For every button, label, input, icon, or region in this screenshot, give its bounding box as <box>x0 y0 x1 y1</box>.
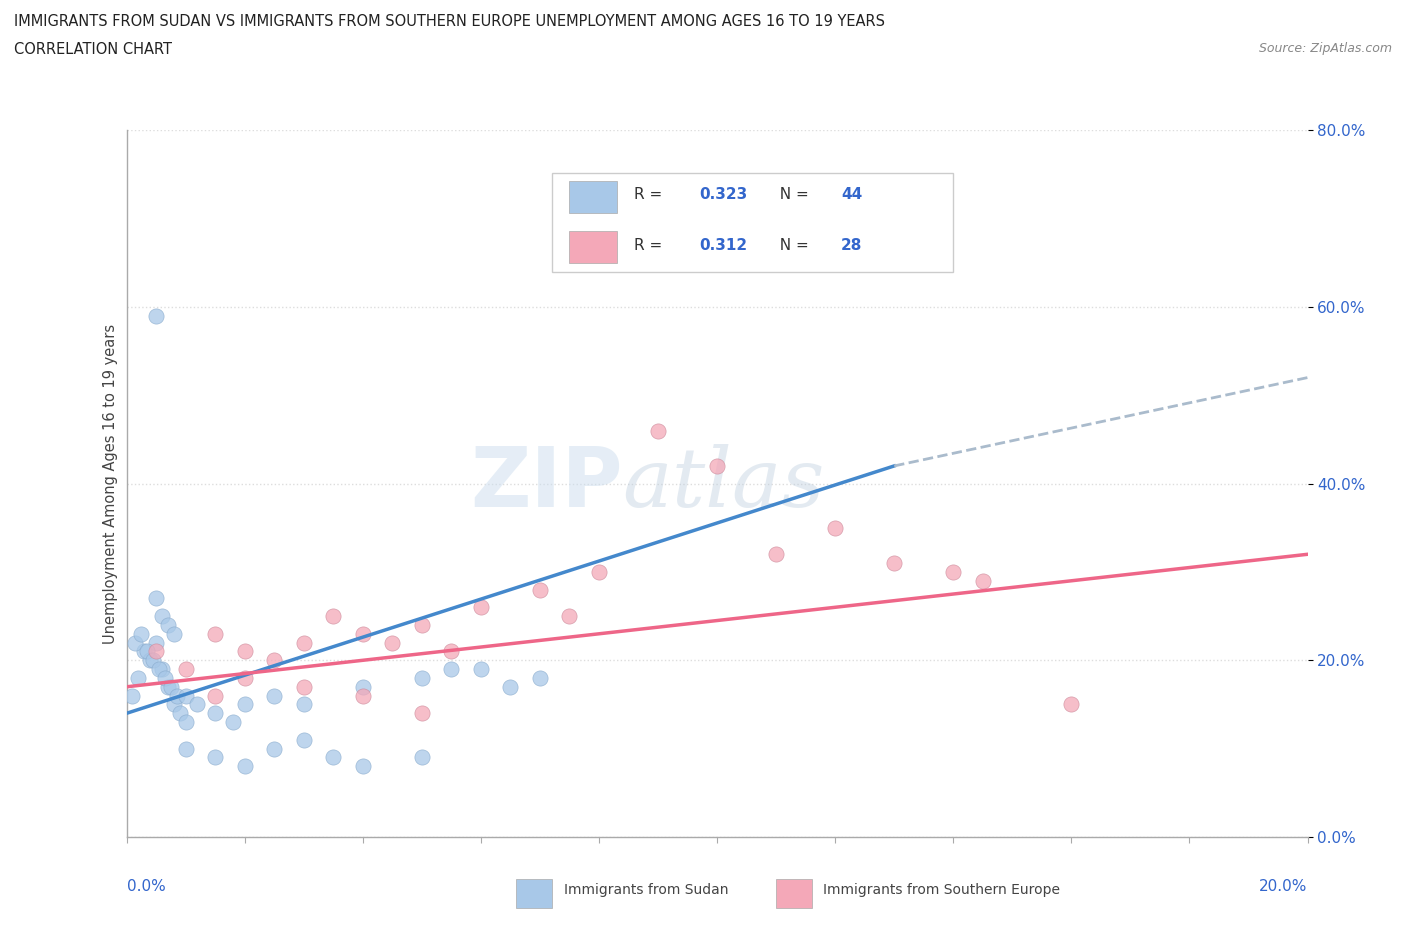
Point <box>174 714 197 729</box>
Point <box>204 750 226 764</box>
Y-axis label: Unemployment Among Ages 16 to 19 years: Unemployment Among Ages 16 to 19 years <box>103 324 118 644</box>
Point <box>233 698 256 712</box>
Text: 0.0%: 0.0% <box>127 880 166 895</box>
Text: 0.323: 0.323 <box>699 188 748 203</box>
Point <box>824 521 846 536</box>
Point <box>352 679 374 694</box>
Point <box>440 662 463 677</box>
Point <box>263 688 285 703</box>
Text: 28: 28 <box>841 238 862 253</box>
Text: Immigrants from Southern Europe: Immigrants from Southern Europe <box>824 883 1060 897</box>
Text: Immigrants from Sudan: Immigrants from Sudan <box>564 883 728 897</box>
Text: Source: ZipAtlas.com: Source: ZipAtlas.com <box>1258 42 1392 55</box>
Text: 44: 44 <box>841 188 862 203</box>
Point <box>529 671 551 685</box>
Point <box>352 627 374 642</box>
Text: CORRELATION CHART: CORRELATION CHART <box>14 42 172 57</box>
Text: 0.312: 0.312 <box>699 238 748 253</box>
Point <box>136 644 159 658</box>
Point <box>411 706 433 721</box>
Point <box>156 679 179 694</box>
Point <box>148 662 170 677</box>
Point <box>139 653 162 668</box>
Point <box>352 688 374 703</box>
Point <box>169 706 191 721</box>
Point <box>558 609 581 624</box>
Point <box>163 698 186 712</box>
Bar <box>516 880 551 908</box>
Point <box>263 741 285 756</box>
Point <box>186 698 208 712</box>
Point <box>129 627 153 642</box>
Text: IMMIGRANTS FROM SUDAN VS IMMIGRANTS FROM SOUTHERN EUROPE UNEMPLOYMENT AMONG AGES: IMMIGRANTS FROM SUDAN VS IMMIGRANTS FROM… <box>14 14 884 29</box>
Point <box>765 547 787 562</box>
Point <box>470 662 492 677</box>
Point <box>174 662 197 677</box>
Point <box>145 635 167 650</box>
Point <box>163 627 186 642</box>
Point <box>150 609 173 624</box>
Point <box>942 565 965 579</box>
Point <box>160 679 183 694</box>
Point <box>292 698 315 712</box>
Text: ZIP: ZIP <box>470 443 623 525</box>
Point <box>174 741 197 756</box>
Point <box>470 600 492 615</box>
Point <box>127 671 149 685</box>
Point <box>204 688 226 703</box>
Point <box>166 688 188 703</box>
Point <box>292 679 315 694</box>
Point <box>972 573 994 589</box>
Point <box>440 644 463 658</box>
Point <box>529 582 551 597</box>
Point <box>647 423 669 438</box>
Bar <box>551 173 953 272</box>
Point <box>124 635 146 650</box>
Point <box>322 750 344 764</box>
Point <box>134 644 156 658</box>
Point <box>411 671 433 685</box>
Point <box>322 609 344 624</box>
Point <box>883 556 905 571</box>
Point <box>706 458 728 473</box>
Point <box>222 714 245 729</box>
Point <box>145 591 167 606</box>
Point <box>153 671 176 685</box>
Text: 20.0%: 20.0% <box>1260 880 1308 895</box>
Point <box>381 635 404 650</box>
Point <box>411 618 433 632</box>
Point <box>121 688 143 703</box>
Bar <box>776 880 811 908</box>
Point <box>174 688 197 703</box>
Text: N =: N = <box>770 238 814 253</box>
Point <box>588 565 610 579</box>
Text: R =: R = <box>634 238 668 253</box>
Point <box>292 733 315 748</box>
Point <box>204 706 226 721</box>
Point <box>156 618 179 632</box>
Point <box>233 759 256 774</box>
Point <box>411 750 433 764</box>
Point <box>263 653 285 668</box>
Point <box>204 627 226 642</box>
Bar <box>569 232 617 263</box>
Point <box>352 759 374 774</box>
Point <box>145 309 167 324</box>
Point <box>292 635 315 650</box>
Point <box>142 653 165 668</box>
Text: atlas: atlas <box>623 444 825 524</box>
Point <box>145 644 167 658</box>
Point <box>233 671 256 685</box>
Bar <box>569 181 617 213</box>
Text: N =: N = <box>770 188 814 203</box>
Point <box>1060 698 1083 712</box>
Point <box>499 679 522 694</box>
Point <box>150 662 173 677</box>
Text: R =: R = <box>634 188 668 203</box>
Point <box>233 644 256 658</box>
